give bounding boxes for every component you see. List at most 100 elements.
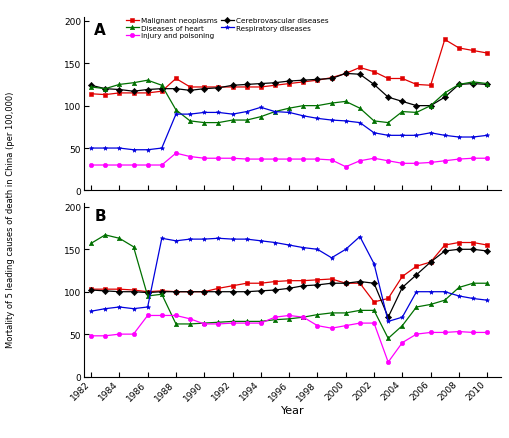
Injury and poisoning [286, 157, 292, 162]
Injury and poisoning [328, 326, 334, 331]
Malignant neoplasms [399, 274, 405, 279]
Injury and poisoning [215, 156, 221, 162]
Respiratory diseases [484, 134, 490, 139]
Diseases of heart [442, 298, 448, 303]
Cerebrovascular diseases [130, 89, 136, 95]
Diseases of heart [130, 244, 136, 250]
Injury and poisoning [357, 159, 363, 164]
Cerebrovascular diseases [244, 290, 250, 295]
Cerebrovascular diseases [173, 87, 179, 92]
Respiratory diseases [102, 306, 108, 311]
Malignant neoplasms [244, 281, 250, 286]
Injury and poisoning [399, 161, 405, 166]
Injury and poisoning [187, 317, 193, 322]
Diseases of heart [315, 104, 321, 109]
Cerebrovascular diseases [428, 104, 434, 109]
Diseases of heart [116, 83, 122, 88]
Diseases of heart [215, 320, 221, 325]
Cerebrovascular diseases [130, 290, 136, 295]
Cerebrovascular diseases [230, 290, 236, 295]
Diseases of heart [244, 118, 250, 124]
Diseases of heart [385, 121, 391, 126]
Injury and poisoning [88, 163, 94, 168]
Respiratory diseases [145, 148, 151, 153]
Diseases of heart [286, 106, 292, 112]
Malignant neoplasms [357, 66, 363, 71]
Cerebrovascular diseases [258, 289, 264, 294]
Cerebrovascular diseases [442, 249, 448, 254]
Respiratory diseases [230, 237, 236, 242]
Diseases of heart [145, 293, 151, 299]
Line: Diseases of heart: Diseases of heart [89, 233, 490, 341]
Respiratory diseases [272, 240, 278, 246]
Malignant neoplasms [145, 91, 151, 96]
Cerebrovascular diseases [456, 247, 462, 252]
Respiratory diseases [116, 146, 122, 152]
Injury and poisoning [88, 333, 94, 339]
Injury and poisoning [230, 156, 236, 162]
Cerebrovascular diseases [328, 77, 334, 82]
Diseases of heart [145, 78, 151, 84]
Injury and poisoning [484, 330, 490, 336]
Respiratory diseases [456, 135, 462, 140]
Diseases of heart [187, 321, 193, 327]
Diseases of heart [357, 308, 363, 313]
Line: Injury and poisoning: Injury and poisoning [89, 314, 490, 364]
Diseases of heart [187, 119, 193, 124]
Diseases of heart [328, 101, 334, 106]
Injury and poisoning [428, 330, 434, 336]
Diseases of heart [88, 85, 94, 90]
Injury and poisoning [371, 321, 377, 326]
Respiratory diseases [357, 121, 363, 126]
Malignant neoplasms [272, 279, 278, 285]
Malignant neoplasms [484, 243, 490, 248]
Diseases of heart [130, 81, 136, 86]
Line: Respiratory diseases: Respiratory diseases [89, 235, 490, 324]
Cerebrovascular diseases [385, 315, 391, 320]
Injury and poisoning [145, 313, 151, 318]
Respiratory diseases [456, 293, 462, 299]
Respiratory diseases [258, 106, 264, 111]
Respiratory diseases [244, 110, 250, 115]
Respiratory diseases [343, 119, 349, 124]
Cerebrovascular diseases [244, 83, 250, 88]
Respiratory diseases [343, 247, 349, 252]
Cerebrovascular diseases [145, 290, 151, 296]
Malignant neoplasms [215, 286, 221, 291]
Cerebrovascular diseases [102, 87, 108, 92]
Diseases of heart [201, 121, 207, 126]
Injury and poisoning [173, 313, 179, 318]
Malignant neoplasms [413, 83, 419, 88]
Injury and poisoning [258, 321, 264, 326]
Malignant neoplasms [385, 77, 391, 82]
Diseases of heart [470, 281, 476, 286]
Malignant neoplasms [173, 77, 179, 82]
Diseases of heart [442, 91, 448, 96]
Cerebrovascular diseases [187, 290, 193, 295]
Injury and poisoning [442, 330, 448, 336]
Cerebrovascular diseases [399, 99, 405, 105]
Injury and poisoning [116, 163, 122, 168]
Malignant neoplasms [343, 71, 349, 77]
Respiratory diseases [272, 110, 278, 115]
Cerebrovascular diseases [145, 88, 151, 93]
Cerebrovascular diseases [315, 283, 321, 288]
Malignant neoplasms [116, 91, 122, 96]
Injury and poisoning [456, 329, 462, 335]
Cerebrovascular diseases [357, 279, 363, 285]
Respiratory diseases [428, 131, 434, 136]
Injury and poisoning [456, 157, 462, 162]
Cerebrovascular diseases [300, 283, 306, 289]
Malignant neoplasms [102, 287, 108, 292]
Diseases of heart [201, 321, 207, 326]
Respiratory diseases [286, 243, 292, 248]
Malignant neoplasms [286, 279, 292, 284]
Diseases of heart [343, 99, 349, 105]
Respiratory diseases [173, 112, 179, 117]
Respiratory diseases [215, 110, 221, 116]
Cerebrovascular diseases [230, 84, 236, 89]
Diseases of heart [328, 311, 334, 316]
Diseases of heart [456, 285, 462, 290]
Cerebrovascular diseases [385, 95, 391, 101]
Diseases of heart [230, 118, 236, 124]
